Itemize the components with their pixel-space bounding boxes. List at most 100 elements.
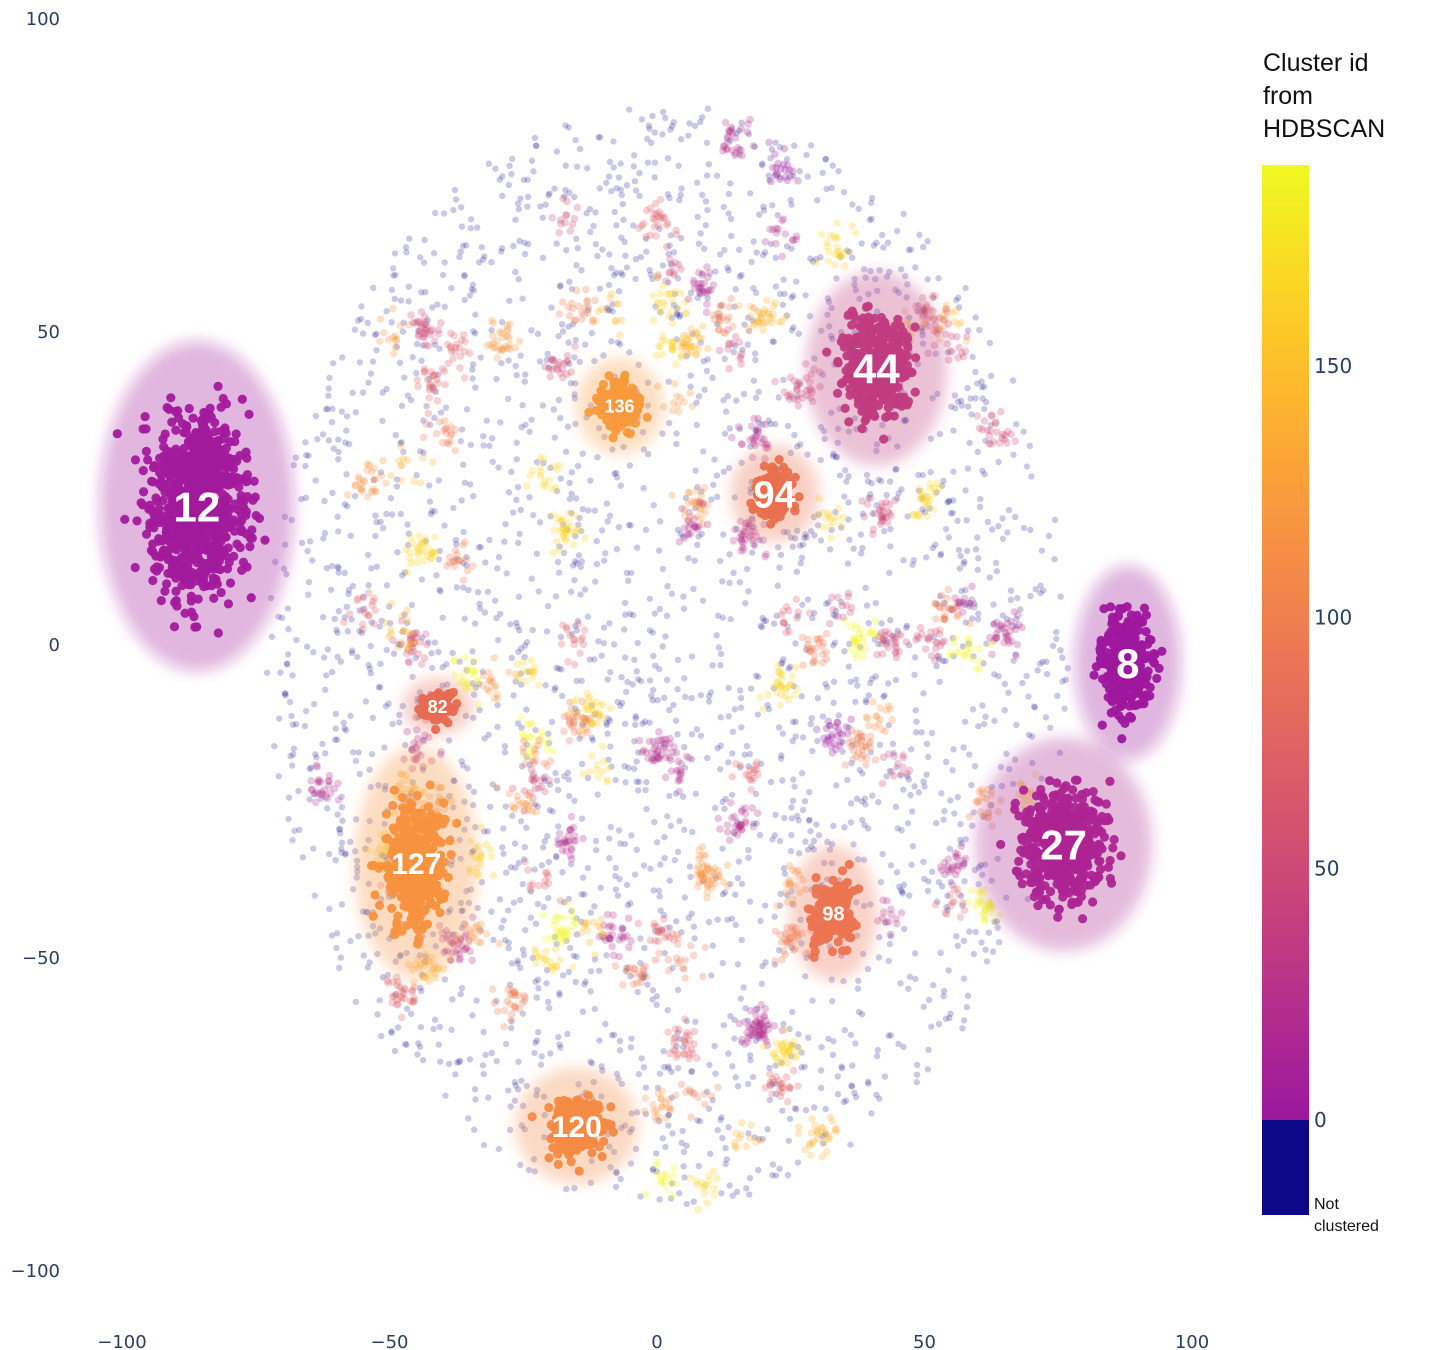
faint-cluster-point <box>580 626 589 635</box>
background-point <box>619 200 627 208</box>
background-point <box>900 557 907 564</box>
background-point <box>944 499 951 506</box>
background-point <box>441 259 448 266</box>
faint-cluster-point <box>693 512 702 521</box>
faint-cluster-point <box>473 676 482 685</box>
faint-cluster-point <box>345 610 354 618</box>
background-point <box>613 222 620 229</box>
background-point <box>578 918 585 925</box>
background-point <box>892 466 899 473</box>
faint-cluster-point <box>638 221 646 230</box>
background-point <box>960 975 968 982</box>
background-point <box>420 259 428 266</box>
background-point <box>431 341 439 349</box>
background-point <box>284 605 292 612</box>
faint-cluster-point <box>411 629 419 637</box>
faint-cluster-point <box>793 385 801 393</box>
background-point <box>479 668 487 675</box>
background-point <box>875 798 882 806</box>
background-point <box>408 601 416 609</box>
faint-cluster-point <box>619 981 627 989</box>
background-point <box>545 364 552 371</box>
background-point <box>277 669 284 676</box>
faint-cluster-point <box>760 1031 768 1039</box>
faint-cluster-point <box>550 356 559 365</box>
background-point <box>667 822 675 830</box>
background-point <box>626 462 634 469</box>
faint-cluster-point <box>320 786 329 794</box>
background-point <box>441 976 449 983</box>
background-point <box>798 1049 805 1056</box>
faint-cluster-point <box>737 807 746 816</box>
faint-cluster-point <box>637 973 646 982</box>
background-point <box>392 431 399 439</box>
background-point <box>993 918 1001 925</box>
background-point <box>805 817 813 824</box>
background-point <box>556 543 563 550</box>
background-point <box>675 162 682 169</box>
faint-cluster-point <box>314 776 323 784</box>
background-point <box>726 425 733 432</box>
background-point <box>358 629 366 636</box>
background-point <box>541 777 549 785</box>
background-point <box>793 1106 800 1113</box>
background-point <box>755 1166 762 1174</box>
background-point <box>340 719 347 727</box>
faint-cluster-point <box>487 674 496 682</box>
faint-cluster-point <box>561 528 570 537</box>
faint-cluster-point <box>522 482 531 490</box>
background-point <box>893 227 901 235</box>
background-point <box>599 1067 606 1074</box>
background-point <box>1025 693 1032 700</box>
faint-cluster-point <box>806 647 815 656</box>
faint-cluster-point <box>812 635 821 644</box>
background-point <box>532 920 540 927</box>
faint-cluster-point <box>359 593 368 602</box>
background-point <box>995 673 1002 680</box>
faint-cluster-point <box>564 519 573 528</box>
faint-cluster-point <box>460 374 469 382</box>
faint-cluster-point <box>551 934 560 943</box>
background-point <box>742 1005 749 1012</box>
background-point <box>624 678 631 686</box>
background-point <box>830 1037 837 1045</box>
background-point <box>415 327 422 335</box>
background-point <box>893 465 900 473</box>
background-point <box>744 1080 752 1088</box>
faint-cluster-point <box>505 340 514 349</box>
background-point <box>579 505 586 513</box>
background-point <box>359 330 367 337</box>
faint-cluster-point <box>940 870 949 879</box>
faint-cluster-point <box>562 211 570 220</box>
faint-cluster-point <box>663 242 671 251</box>
faint-cluster-point <box>681 1050 689 1059</box>
background-point <box>573 235 580 243</box>
background-point <box>343 427 350 434</box>
faint-cluster-point <box>552 962 561 971</box>
faint-cluster-point <box>772 229 781 237</box>
background-point <box>436 345 443 352</box>
background-point <box>788 815 795 822</box>
background-point <box>765 172 772 179</box>
background-point <box>518 1077 525 1084</box>
background-point <box>832 607 840 615</box>
faint-cluster-point <box>618 924 627 932</box>
background-point <box>284 651 292 658</box>
background-point <box>848 1082 855 1089</box>
faint-cluster-point <box>459 541 467 549</box>
background-point <box>673 440 680 448</box>
faint-cluster-point <box>641 962 650 971</box>
background-point <box>617 269 625 277</box>
faint-cluster-point <box>785 627 793 636</box>
background-point <box>505 1087 512 1094</box>
faint-cluster-point <box>464 664 473 673</box>
faint-cluster-point <box>832 1125 841 1133</box>
faint-cluster-point <box>637 971 646 979</box>
background-point <box>523 1082 530 1090</box>
background-point <box>383 307 390 315</box>
background-point <box>732 921 739 929</box>
background-point <box>458 984 466 992</box>
background-point <box>610 164 617 171</box>
background-point <box>431 639 439 646</box>
faint-cluster-point <box>689 951 698 960</box>
